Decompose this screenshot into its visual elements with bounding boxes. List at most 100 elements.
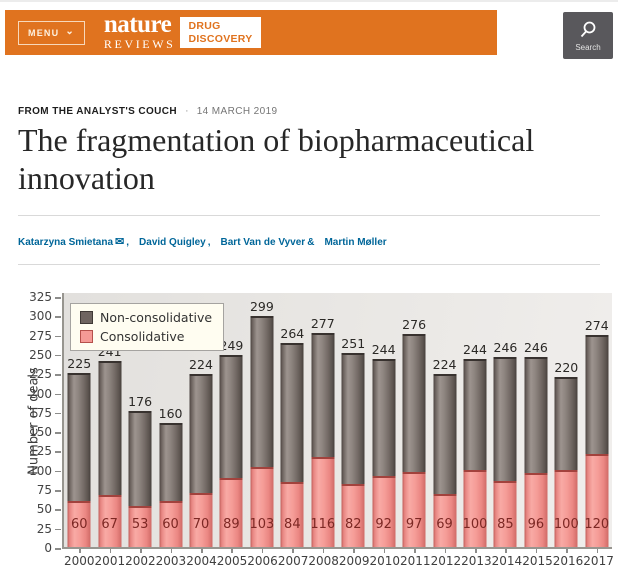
x-tick-label: 2006: [247, 554, 278, 568]
y-tick-mark: [55, 297, 61, 299]
legend-swatch-non-consolidative: [80, 311, 93, 324]
bar-consolidative-label: 82: [344, 517, 362, 532]
bar-segment-non-consolidative: [585, 335, 609, 455]
author-link[interactable]: Martin Møller: [324, 237, 386, 248]
bar-total-label: 274: [584, 318, 609, 334]
bar-segment-non-consolidative: [159, 423, 183, 501]
x-tick-label: 2014: [491, 554, 523, 568]
stacked-bar-2004: 224 70: [189, 357, 213, 547]
bar-segment-non-consolidative: [67, 373, 91, 501]
article-date: 14 MARCH 2019: [196, 105, 278, 117]
bar-total-label: 276: [402, 316, 427, 332]
bar-total-label: 225: [67, 356, 92, 372]
legend-label-consolidative: Consolidative: [100, 329, 185, 344]
bar-segment-non-consolidative: [189, 374, 213, 493]
y-tick-label: 25: [36, 521, 52, 536]
stacked-bar-2006: 299 103: [249, 299, 274, 547]
author-list: Katarzyna Smietana ✉, David Quigley, Bart V…: [18, 237, 387, 249]
bar-total-label: 244: [371, 341, 396, 357]
y-tick-label: 325: [29, 290, 52, 304]
author-link[interactable]: David Quigley,: [139, 237, 210, 248]
bar-consolidative-label: 96: [527, 517, 545, 532]
x-axis-labels: 2000 2001 2002 2003 2004 2005 2006 2007 2008 2009…: [64, 554, 614, 568]
bar-slot: 225 60: [64, 293, 94, 547]
bar-consolidative-label: 60: [162, 517, 179, 532]
bar-segment-non-consolidative: [493, 357, 517, 482]
stacked-bar-2009: 251 82: [341, 336, 365, 547]
x-tick-mark: [322, 549, 325, 553]
bar-segment-non-consolidative: [128, 411, 152, 507]
bar-segment-consolidative: 103: [249, 467, 274, 547]
x-tick-mark: [170, 549, 173, 553]
y-tick-mark: [55, 393, 61, 396]
bar-segment-consolidative: 82: [341, 483, 365, 547]
bar-segment-non-consolidative: [98, 360, 122, 496]
stacked-bar-2003: 160 60: [159, 406, 183, 547]
x-tick-label: 2015: [522, 554, 553, 568]
bar-consolidative-label: 92: [375, 517, 392, 532]
bar-segment-non-consolidative: [372, 358, 396, 476]
bar-segment-non-consolidative: [311, 333, 335, 458]
bar-total-label: 246: [523, 340, 548, 356]
x-tick-label: 2000: [64, 554, 95, 568]
bar-segment-consolidative: 120: [584, 454, 609, 547]
stacked-bar-2012: 224 69: [433, 357, 457, 547]
x-tick-label: 2007: [277, 554, 309, 568]
y-tick-mark: [55, 451, 61, 453]
deals-chart-figure: Number of deals 0 25 50 75 100 125 150 175 200 22…: [10, 287, 614, 569]
legend-label-non-consolidative: Non-consolidative: [100, 310, 213, 325]
y-tick-label: 100: [29, 463, 52, 478]
stacked-bar-2015: 246 96: [524, 340, 548, 547]
bar-slot: 274 120: [582, 293, 612, 547]
stacked-bar-2008: 277 116: [310, 316, 335, 547]
stacked-bar-2017: 274 120: [584, 318, 609, 547]
author-link[interactable]: Bart Van de Vyver &: [221, 237, 315, 248]
author-name: David Quigley: [139, 237, 206, 248]
x-tick-mark: [596, 549, 599, 553]
bar-total-label: 246: [493, 340, 518, 356]
y-tick-label: 300: [29, 309, 52, 324]
bar-slot: 176 53: [125, 293, 155, 547]
author-separator: ,: [207, 237, 211, 248]
bar-segment-non-consolidative: [402, 333, 426, 473]
bar-total-label: 244: [463, 341, 487, 357]
bar-slot: 224 69: [429, 293, 459, 547]
brand-logo[interactable]: nature REVIEWS DRUG DISCOVERY: [103, 11, 261, 50]
divider-bottom: [18, 264, 600, 265]
stacked-bar-2002: 176 53: [128, 394, 152, 547]
search-button[interactable]: Search: [563, 12, 613, 59]
bar-segment-non-consolidative: [463, 358, 487, 470]
x-tick-label: 2009: [338, 554, 370, 568]
bar-segment-consolidative: 89: [219, 478, 243, 547]
bar-segment-consolidative: 69: [433, 493, 457, 547]
x-tick-mark: [353, 549, 355, 553]
author-link[interactable]: Katarzyna Smietana ✉,: [18, 237, 130, 249]
x-tick-mark: [201, 549, 203, 553]
article-meta: FROM THE ANALYST'S COUCH · 14 MARCH 2019: [18, 105, 278, 117]
y-tick-label: 150: [29, 425, 52, 440]
y-tick-mark: [55, 316, 61, 318]
y-tick-label: 125: [29, 444, 52, 459]
menu-button[interactable]: MENU ⌄: [18, 20, 85, 45]
bar-total-label: 176: [128, 394, 153, 410]
bar-consolidative-label: 89: [223, 517, 240, 532]
bar-segment-consolidative: 85: [493, 481, 517, 547]
y-tick-mark: [55, 509, 61, 511]
x-tick-mark: [261, 549, 264, 553]
bar-segment-non-consolidative: [433, 374, 457, 494]
x-tick-mark: [414, 549, 416, 553]
journal-title-box: DRUG DISCOVERY: [180, 16, 261, 49]
x-tick-mark: [140, 549, 142, 553]
bar-slot: 276 97: [399, 293, 429, 547]
stacked-bar-2016: 220 100: [554, 360, 579, 547]
y-tick-mark: [55, 412, 61, 415]
author-name: Martin Møller: [324, 237, 387, 248]
nature-wordmark: nature: [103, 11, 172, 39]
bar-segment-consolidative: 60: [67, 500, 91, 547]
bar-slot: 244 92: [368, 293, 398, 547]
bar-segment-consolidative: 100: [463, 469, 487, 547]
author-separator: ,: [126, 237, 130, 248]
y-tick-label: 200: [29, 386, 52, 401]
stacked-bar-2005: 249 89: [219, 338, 243, 547]
chevron-down-icon: ⌄: [65, 25, 75, 37]
